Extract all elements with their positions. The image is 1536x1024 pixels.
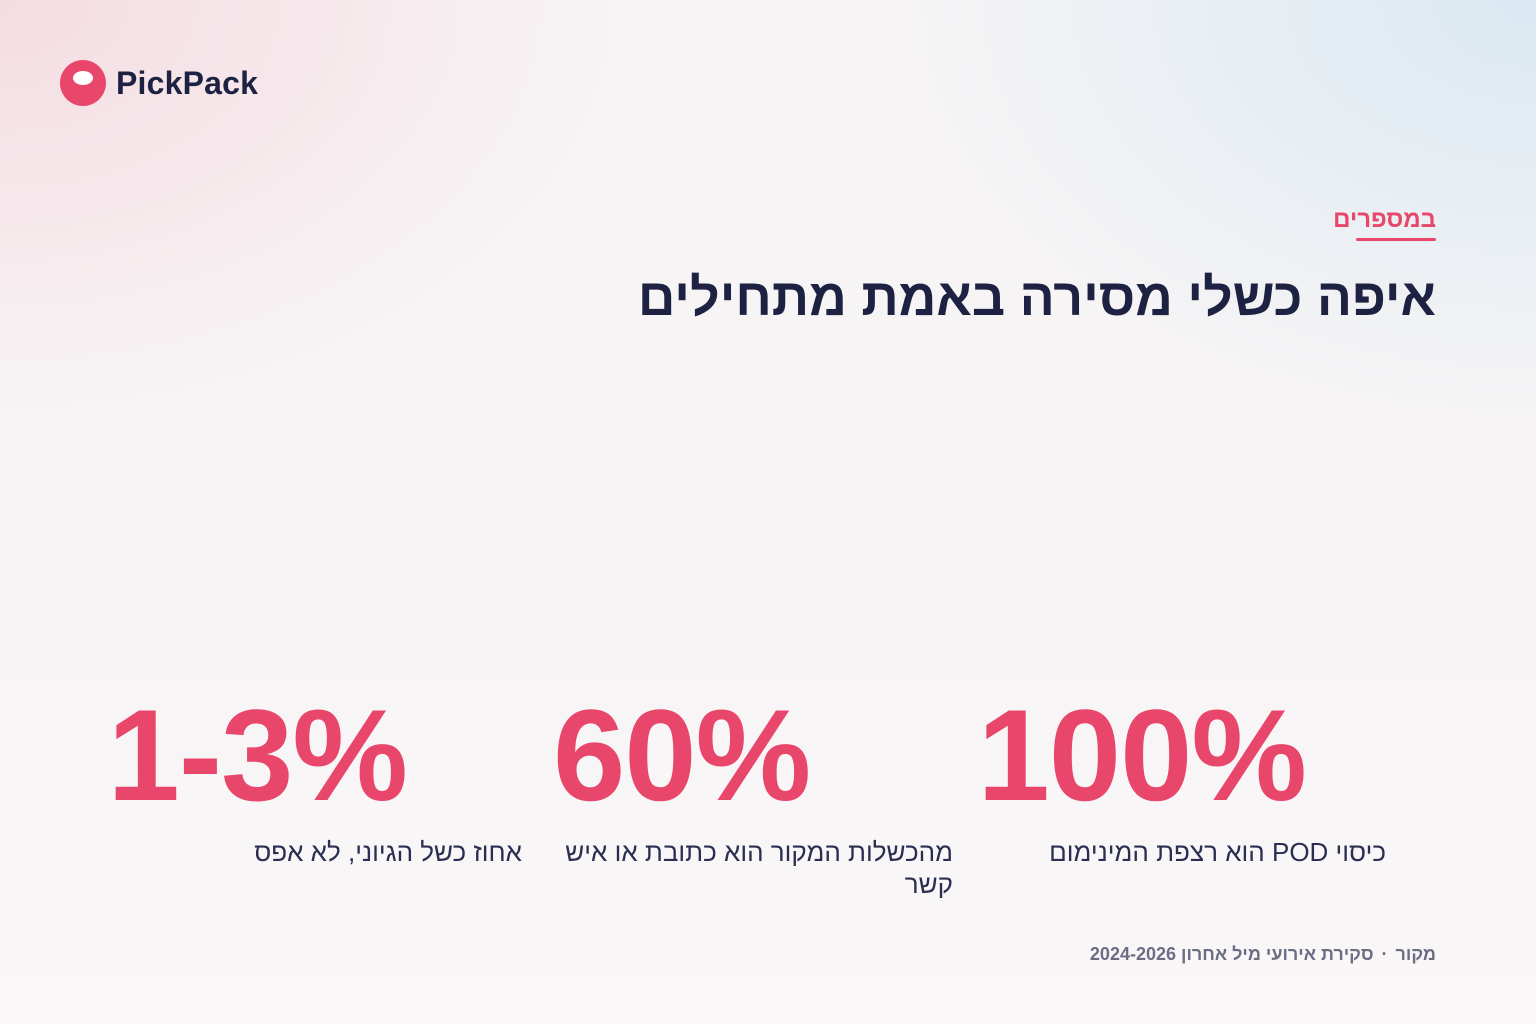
stat-label: אחוז כשל הגיוני, לא אפס xyxy=(254,837,522,867)
pickpack-logo-icon xyxy=(60,60,106,106)
eyebrow-underline xyxy=(1356,238,1436,241)
source-note: מקור · סקירת אירועי מיל אחרון 2024-2026 xyxy=(1090,944,1436,965)
stat-value: 100% xyxy=(977,682,1308,828)
stat-label: מהכשלות המקור הוא כתובת או איש קשר xyxy=(565,837,953,899)
brand-logo: PickPack xyxy=(60,60,258,106)
brand-name: PickPack xyxy=(116,64,259,101)
source-text: סקירת אירועי מיל אחרון 2024-2026 xyxy=(1089,944,1374,964)
stat-value: 60% xyxy=(553,682,811,828)
stat-card: 60% מהכשלות המקור הוא כתובת או איש קשר xyxy=(553,690,953,900)
stat-value: 1-3% xyxy=(107,682,408,828)
source-label: מקור xyxy=(1395,944,1436,964)
stat-card: 1-3% אחוז כשל הגיוני, לא אפס xyxy=(102,690,522,868)
source-separator: · xyxy=(1381,944,1388,964)
section-eyebrow: במספרים xyxy=(1333,206,1436,233)
page-title: איפה כשלי מסירה באמת מתחילים xyxy=(637,269,1436,327)
stat-card: 100% כיסוי POD הוא רצפת המינימום xyxy=(966,682,1387,868)
stat-label: כיסוי POD הוא רצפת המינימום xyxy=(1049,837,1386,867)
